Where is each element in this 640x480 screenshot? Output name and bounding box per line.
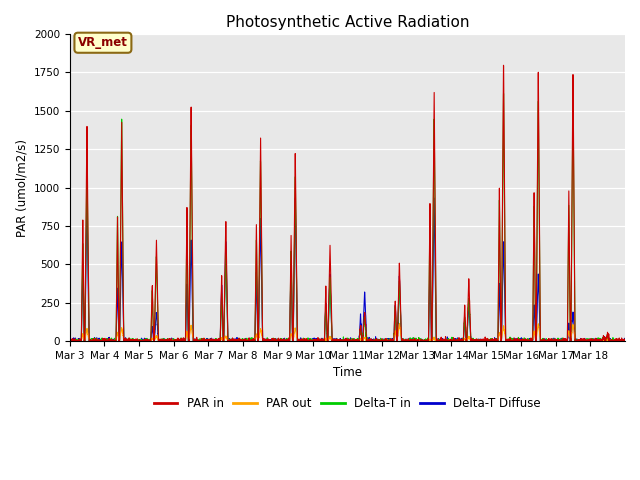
- Y-axis label: PAR (umol/m2/s): PAR (umol/m2/s): [15, 139, 28, 237]
- X-axis label: Time: Time: [333, 367, 362, 380]
- Title: Photosynthetic Active Radiation: Photosynthetic Active Radiation: [225, 15, 469, 30]
- Text: VR_met: VR_met: [78, 36, 128, 49]
- Legend: PAR in, PAR out, Delta-T in, Delta-T Diffuse: PAR in, PAR out, Delta-T in, Delta-T Dif…: [149, 393, 546, 415]
